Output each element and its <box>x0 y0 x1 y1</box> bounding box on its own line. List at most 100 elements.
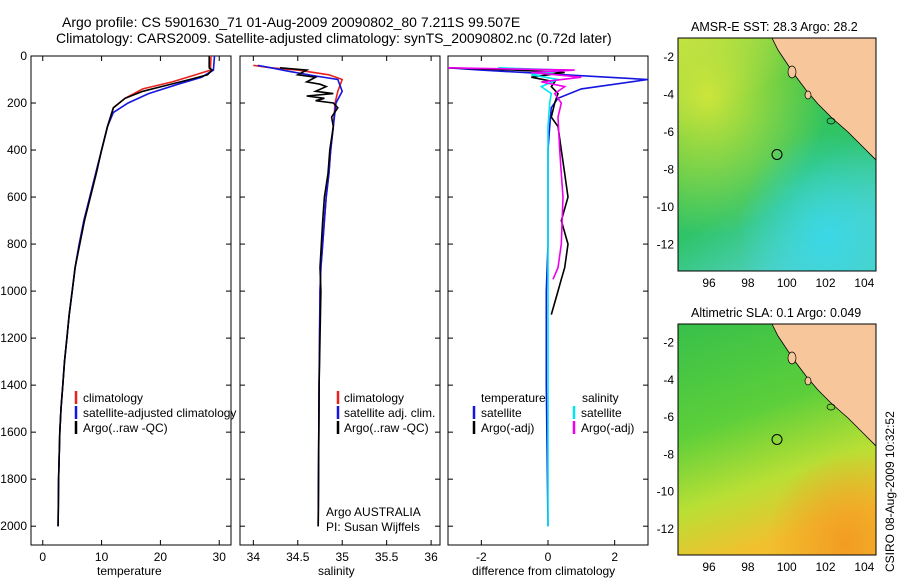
difference-series <box>448 67 648 527</box>
timestamp: CSIRO 08-Aug-2009 10:32:52 <box>883 411 897 572</box>
temperature-series <box>57 56 216 527</box>
map-x-tick-label: 102 <box>816 560 836 574</box>
y-tick-label: 400 <box>7 143 27 157</box>
legend-label-sal-satellite: satellite <box>581 406 622 420</box>
series-line-argo-adj <box>448 67 582 280</box>
y-tick-label: 1000 <box>0 284 27 298</box>
map-x-tick-label: 102 <box>816 276 836 290</box>
x-tick-label: 20 <box>154 550 168 564</box>
credit-line1: Argo AUSTRALIA <box>326 505 421 519</box>
island <box>804 90 812 100</box>
axis-ticks: 0 10 20 30020040060080010001200140016001800… <box>0 49 874 574</box>
y-tick-label: 1200 <box>0 331 27 345</box>
map-y-tick-label: -8 <box>663 447 674 461</box>
map-y-tick-label: -4 <box>663 373 674 387</box>
map-y-tick-label: -8 <box>663 163 674 177</box>
temperature-panel-frame <box>30 55 232 546</box>
legend-label-temp-satellite: satellite <box>481 406 522 420</box>
argo-float-marker <box>771 149 783 160</box>
y-tick-label: 800 <box>7 237 27 251</box>
map-y-tick-label: -2 <box>663 50 674 64</box>
y-tick-label: 1400 <box>0 378 27 392</box>
legend-label-argo: Argo(..raw -QC) <box>344 421 429 435</box>
x-tick-label: 34.5 <box>286 550 310 564</box>
legend-label-climatology: climatology <box>344 391 404 405</box>
difference-axis-label: difference from climatology <box>472 564 615 578</box>
series-line-climatology <box>57 56 212 527</box>
y-tick-label: 2000 <box>0 519 27 533</box>
x-tick-label: -2 <box>476 550 487 564</box>
temperature-legend: climatology satellite-adjusted climatolo… <box>74 391 236 435</box>
series-line-argo-raw-qc <box>279 67 339 527</box>
salinity-legend: climatology satellite adj. clim. Argo(..… <box>336 391 435 435</box>
map-x-tick-label: 104 <box>854 560 874 574</box>
map-y-tick-label: -12 <box>657 522 675 536</box>
series-line-satellite-adj-clim <box>257 64 344 527</box>
sst-map <box>678 38 876 271</box>
x-tick-label: 2 <box>611 550 618 564</box>
series-line-climatology <box>253 64 344 527</box>
map-x-tick-label: 98 <box>741 276 755 290</box>
island <box>826 117 836 125</box>
legend-header-temperature: temperature <box>481 391 546 405</box>
x-tick-label: 10 <box>95 550 109 564</box>
figure-title-line1: Argo profile: CS 5901630_71 01-Aug-2009 … <box>62 14 520 30</box>
argo-float-marker <box>771 434 783 445</box>
map-x-tick-label: 100 <box>777 560 797 574</box>
series-line-satellite-adjusted-climatology <box>57 56 216 527</box>
x-tick-label: 0 <box>545 550 552 564</box>
map-x-tick-label: 100 <box>777 276 797 290</box>
map-x-tick-label: 96 <box>702 560 716 574</box>
map-y-tick-label: -6 <box>663 125 674 139</box>
salinity-panel-frame <box>239 55 441 546</box>
sla-map <box>678 324 876 555</box>
island <box>826 403 836 411</box>
map-x-tick-label: 104 <box>854 276 874 290</box>
temperature-axis-label: temperature <box>97 564 162 578</box>
sla-map-title: Altimetric SLA: 0.1 Argo: 0.049 <box>691 306 861 320</box>
map-y-tick-label: -4 <box>663 87 674 101</box>
map-x-tick-label: 96 <box>702 276 716 290</box>
x-tick-label: 35.5 <box>375 550 399 564</box>
x-tick-label: 34 <box>247 550 261 564</box>
y-tick-label: 0 <box>20 49 27 63</box>
legend-label-temp-argo: Argo(-adj) <box>481 421 534 435</box>
x-tick-label: 30 <box>213 550 227 564</box>
y-tick-label: 200 <box>7 96 27 110</box>
series-line-argo-raw-qc <box>57 56 214 527</box>
y-tick-label: 600 <box>7 190 27 204</box>
map-y-tick-label: -12 <box>657 238 675 252</box>
sumatra-land <box>771 324 876 447</box>
x-tick-label: 0 <box>39 550 46 564</box>
map-y-tick-label: -2 <box>663 336 674 350</box>
sst-map-title: AMSR-E SST: 28.3 Argo: 28.2 <box>691 20 858 34</box>
legend-label-climatology: climatology <box>83 391 143 405</box>
y-tick-label: 1800 <box>0 472 27 486</box>
island <box>787 351 797 365</box>
island <box>804 376 812 386</box>
salinity-axis-label: salinity <box>318 564 355 578</box>
x-tick-label: 35 <box>336 550 350 564</box>
legend-label-sal-argo: Argo(-adj) <box>581 421 634 435</box>
island <box>787 65 797 79</box>
series-line-satellite <box>497 67 565 527</box>
map-y-tick-label: -6 <box>663 410 674 424</box>
y-tick-label: 1600 <box>0 425 27 439</box>
figure-title-line2: Climatology: CARS2009. Satellite-adjuste… <box>56 30 612 46</box>
sst-map-frame <box>677 37 877 272</box>
map-y-tick-label: -10 <box>657 485 675 499</box>
legend-header-salinity: salinity <box>582 391 619 405</box>
legend-label-argo: Argo(..raw -QC) <box>83 421 168 435</box>
map-y-tick-label: -10 <box>657 200 675 214</box>
difference-legend: temperature salinity satellite Argo(-adj… <box>472 391 634 435</box>
salinity-series <box>253 64 344 527</box>
x-tick-label: 36 <box>424 550 438 564</box>
legend-label-satellite-adj: satellite adj. clim. <box>344 406 435 420</box>
map-x-tick-label: 98 <box>741 560 755 574</box>
sla-map-frame <box>677 323 877 556</box>
sumatra-land <box>771 38 876 161</box>
credit-line2: PI: Susan Wijffels <box>326 520 420 534</box>
series-line-satellite <box>448 67 648 527</box>
legend-label-satellite-adjusted: satellite-adjusted climatology <box>83 406 236 420</box>
